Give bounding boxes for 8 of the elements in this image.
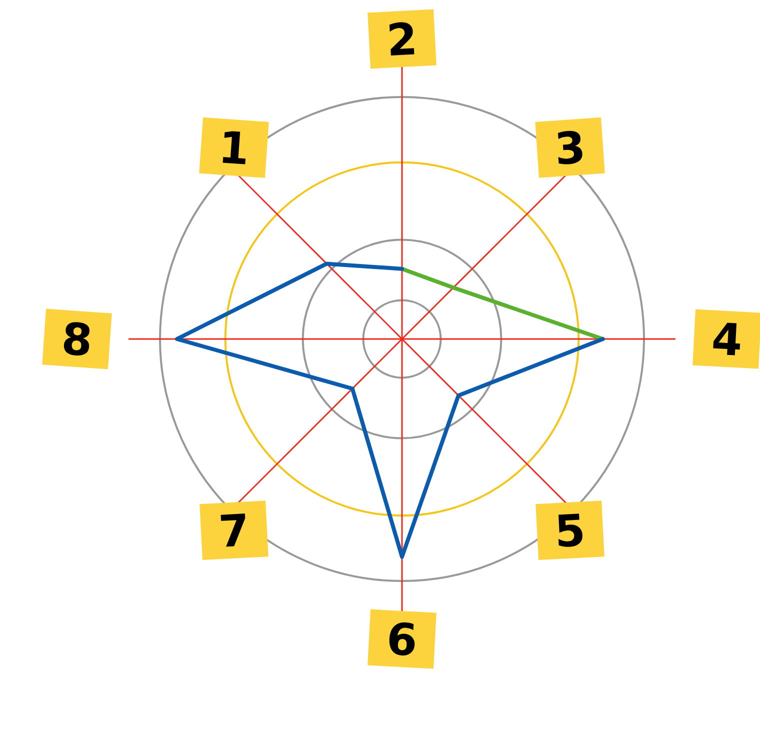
spoke-label: 2 bbox=[385, 14, 419, 67]
spoke-label: 6 bbox=[385, 614, 419, 667]
spoke-label: 5 bbox=[553, 505, 587, 558]
spoke-label: 8 bbox=[60, 314, 94, 367]
spoke-label: 1 bbox=[216, 122, 251, 176]
spoke-label: 3 bbox=[553, 122, 588, 176]
spoke-label: 4 bbox=[710, 314, 744, 367]
spoke-label: 7 bbox=[217, 505, 251, 558]
